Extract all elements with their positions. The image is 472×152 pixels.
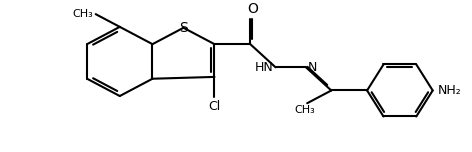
Text: CH₃: CH₃ [295, 105, 316, 115]
Text: NH₂: NH₂ [438, 84, 462, 97]
Text: S: S [179, 21, 188, 35]
Text: O: O [247, 2, 258, 16]
Text: Cl: Cl [208, 100, 220, 113]
Text: CH₃: CH₃ [72, 9, 93, 19]
Text: HN: HN [255, 61, 274, 74]
Text: N: N [308, 61, 317, 74]
